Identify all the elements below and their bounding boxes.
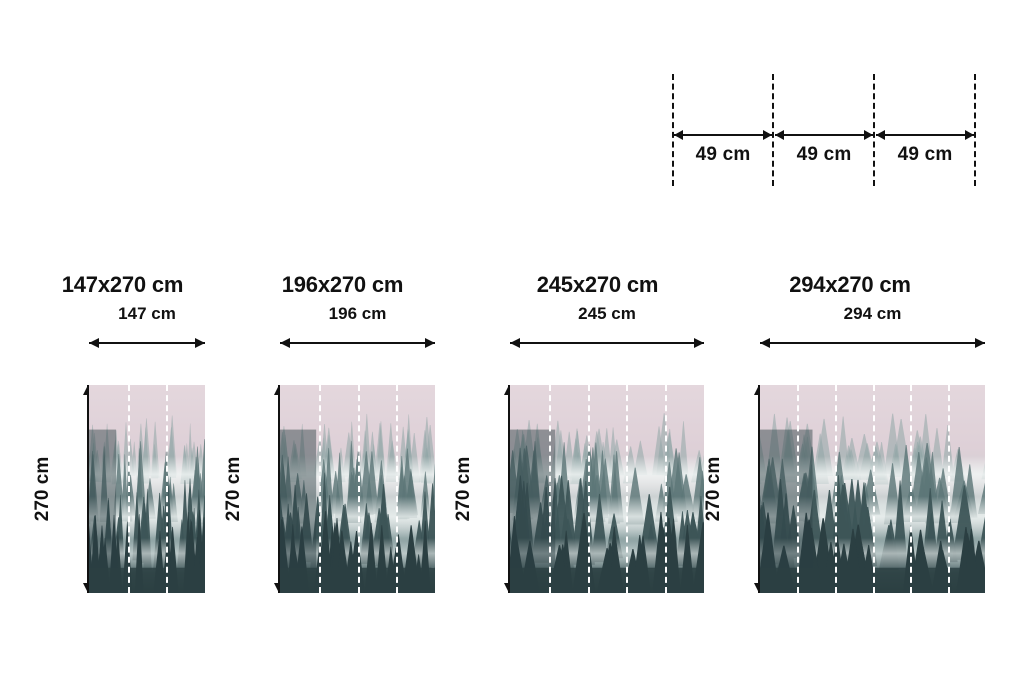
width-label: 147 cm <box>118 304 176 323</box>
width-arrow <box>760 338 985 348</box>
mural-title: 245x270 cm <box>536 272 659 297</box>
mural-title: 147x270 cm <box>61 272 184 297</box>
mural-artwork <box>89 385 205 593</box>
mural-title: 294x270 cm <box>789 272 911 297</box>
height-dimension: 270 cm <box>702 385 764 593</box>
height-arrow <box>504 385 514 593</box>
width-dimension: 294 cm <box>760 304 985 350</box>
mural-title: 196x270 cm <box>281 272 404 297</box>
height-label: 270 cm <box>452 456 474 522</box>
width-arrow <box>280 338 435 348</box>
mural-group-245x270: 245x270 cm 245 cm 270 cm <box>453 272 735 602</box>
mural-artwork <box>510 385 704 593</box>
legend-divider-line <box>974 74 976 186</box>
height-label: 270 cm <box>702 456 724 522</box>
height-label: 270 cm <box>222 456 244 522</box>
width-arrow <box>89 338 205 348</box>
height-dimension: 270 cm <box>31 385 93 593</box>
legend-divider-line <box>672 74 674 186</box>
width-label: 294 cm <box>843 304 902 323</box>
legend-divider-line <box>772 74 774 186</box>
legend-segment: 49 cm <box>876 74 974 165</box>
width-dimension: 147 cm <box>89 304 205 350</box>
legend-segment-label: 49 cm <box>897 144 953 165</box>
legend-segment: 49 cm <box>674 74 772 165</box>
mural-artwork <box>280 385 435 593</box>
height-dimension: 270 cm <box>222 385 284 593</box>
mural-group-147x270: 147x270 cm 147 cm 270 cm <box>25 272 220 602</box>
height-arrow <box>83 385 93 593</box>
legend-segment: 49 cm <box>775 74 873 165</box>
legend-measure-arrow <box>775 130 873 140</box>
legend-segment-label: 49 cm <box>796 144 852 165</box>
legend-divider-line <box>873 74 875 186</box>
width-arrow <box>510 338 704 348</box>
height-arrow <box>274 385 284 593</box>
mural-artwork <box>760 385 985 593</box>
width-label: 196 cm <box>328 304 387 323</box>
height-label: 270 cm <box>31 456 53 522</box>
height-arrow <box>754 385 764 593</box>
legend-segment-label: 49 cm <box>695 144 751 165</box>
mural-group-294x270: 294x270 cm 294 cm 270 cm <box>700 272 1000 602</box>
panel-width-legend: 49 cm 49 cm 49 cm <box>0 0 1024 210</box>
legend-measure-arrow <box>674 130 772 140</box>
width-dimension: 245 cm <box>510 304 704 350</box>
width-dimension: 196 cm <box>280 304 435 350</box>
width-label: 245 cm <box>578 304 636 323</box>
legend-measure-arrow <box>876 130 974 140</box>
height-dimension: 270 cm <box>453 385 514 593</box>
mural-group-196x270: 196x270 cm 196 cm 270 cm <box>222 272 460 602</box>
